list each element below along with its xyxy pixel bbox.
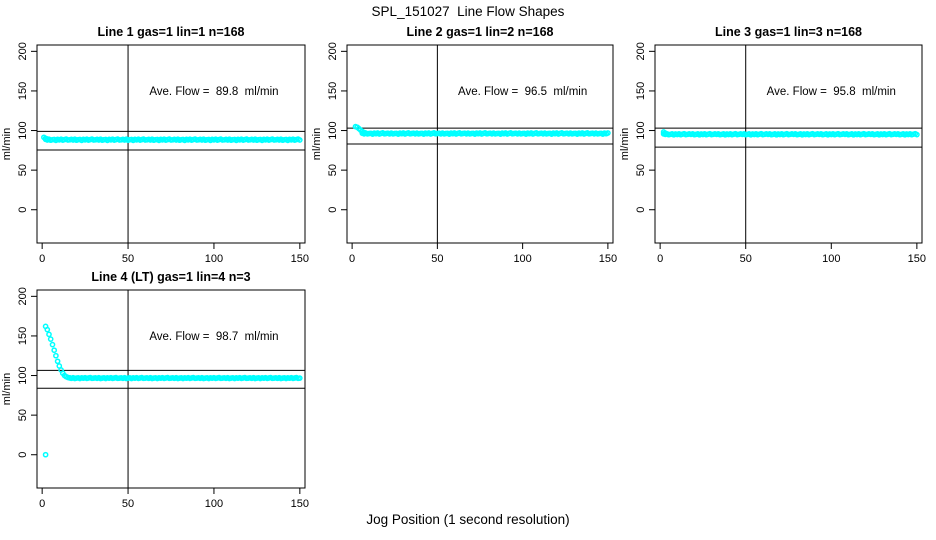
data-point (54, 358, 61, 365)
data-point (42, 451, 49, 458)
main-title: SPL_151027 Line Flow Shapes (371, 4, 565, 19)
data-point (914, 131, 920, 138)
y-axis-label: ml/min (1, 373, 13, 405)
ave-flow-annotation: Ave. Flow = 89.8 ml/min (149, 86, 278, 98)
x-axis-title: Jog Position (1 second resolution) (366, 512, 570, 527)
x-tick-label: 50 (740, 253, 752, 265)
x-tick-label: 50 (122, 498, 134, 510)
panel-2: Line 2 gas=1 lin=2 n=168 0 50 100 150 0 50 100 1… (311, 25, 617, 265)
x-tick-label: 100 (205, 498, 223, 510)
y-axis-label: ml/min (619, 128, 631, 160)
y-tick-label: 100 (17, 121, 29, 139)
y-tick-label: 100 (327, 121, 339, 139)
y-axis-label: ml/min (311, 128, 323, 160)
y-tick-label: 0 (327, 207, 339, 213)
y-tick-label: 50 (327, 164, 339, 176)
plot-frame (654, 44, 923, 244)
ave-flow-annotation: Ave. Flow = 95.8 ml/min (767, 86, 896, 98)
panel-title: Line 2 gas=1 lin=2 n=168 (407, 25, 554, 39)
y-tick-label: 50 (17, 164, 29, 176)
data-point (296, 137, 303, 143)
y-tick-label: 50 (635, 164, 647, 176)
y-axis-label: ml/min (1, 128, 13, 160)
y-tick-label: 0 (17, 207, 29, 213)
x-tick-label: 100 (205, 253, 223, 265)
y-tick-label: 150 (327, 82, 339, 100)
x-tick-label: 150 (291, 253, 309, 265)
x-tick-label: 0 (349, 253, 355, 265)
data-point (46, 331, 52, 338)
data-point (44, 326, 51, 333)
y-tick-label: 200 (17, 42, 29, 60)
y-tick-label: 150 (17, 82, 29, 100)
x-tick-label: 100 (822, 253, 840, 265)
x-tick-label: 0 (39, 253, 45, 265)
panel-1: Line 1 gas=1 lin=1 n=168 0 50 100 150 0 50 100 1… (1, 25, 309, 265)
panel-title: Line 1 gas=1 lin=1 n=168 (98, 25, 245, 39)
y-tick-label: 100 (635, 121, 647, 139)
x-tick-label: 100 (513, 253, 531, 265)
y-tick-label: 200 (635, 42, 647, 60)
y-tick-label: 100 (17, 366, 29, 384)
x-tick-label: 150 (908, 253, 926, 265)
data-point (49, 341, 56, 348)
data-point (296, 375, 303, 381)
y-tick-label: 0 (17, 452, 29, 458)
plot-frame (36, 289, 306, 489)
data-point (605, 130, 611, 136)
x-tick-label: 50 (122, 253, 134, 265)
data-point (47, 336, 54, 342)
data-point (53, 352, 59, 359)
y-tick-label: 200 (17, 287, 29, 305)
panel-title: Line 4 (LT) gas=1 lin=4 n=3 (91, 270, 250, 284)
y-tick-label: 150 (635, 82, 647, 100)
x-tick-label: 150 (291, 498, 309, 510)
y-tick-label: 150 (17, 327, 29, 345)
x-tick-label: 0 (657, 253, 663, 265)
panel-4: Line 4 (LT) gas=1 lin=4 n=3 0 50 100 150 0 50 1… (1, 270, 309, 510)
ave-flow-annotation: Ave. Flow = 98.7 ml/min (149, 331, 278, 343)
data-point (51, 347, 58, 354)
panel-title: Line 3 gas=1 lin=3 n=168 (715, 25, 862, 39)
ave-flow-annotation: Ave. Flow = 96.5 ml/min (458, 86, 587, 98)
y-tick-label: 0 (635, 207, 647, 213)
y-tick-label: 200 (327, 42, 339, 60)
y-tick-label: 50 (17, 409, 29, 421)
panel-3: Line 3 gas=1 lin=3 n=168 0 50 100 150 0 50 100 1… (619, 25, 926, 265)
x-tick-label: 50 (431, 253, 443, 265)
plot-frame (36, 44, 306, 244)
x-tick-label: 150 (599, 253, 617, 265)
x-tick-label: 0 (39, 498, 45, 510)
